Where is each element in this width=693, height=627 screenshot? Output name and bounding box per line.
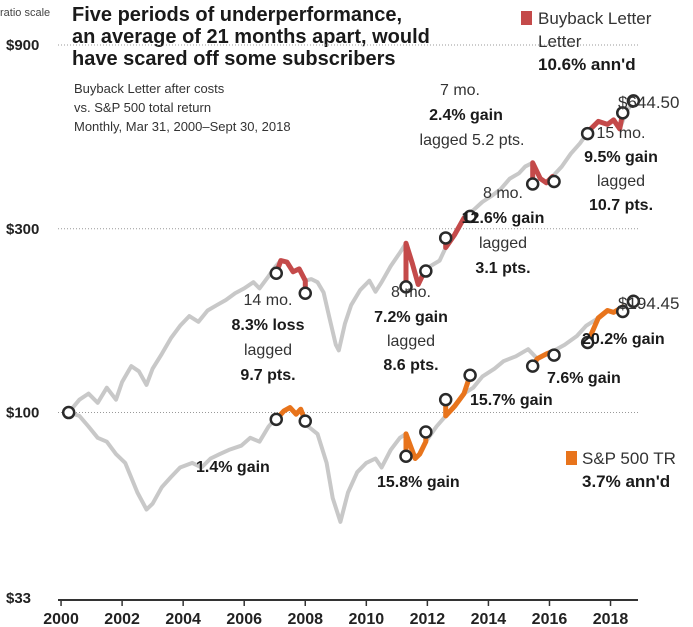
annotation-text: 9.5% gain [584, 149, 658, 166]
period-marker [547, 174, 561, 189]
annotation-period-2: 8 mo. 7.2% gain lagged 8.6 pts. [374, 284, 448, 374]
period-highlight [443, 372, 473, 419]
legend-sp500: S&P 500 TR 3.7% ann'd [566, 449, 676, 491]
title-line: Five periods of underperformance, [72, 4, 402, 26]
period-marker [419, 264, 433, 278]
period-marker [419, 425, 433, 439]
annotation-text: lagged [597, 173, 645, 190]
series-lines [66, 98, 636, 524]
annotation-text: 15.8% gain [377, 474, 460, 491]
y-tick-label: $300 [6, 221, 39, 238]
x-tick-label: 2010 [349, 611, 385, 627]
y-gridlines [58, 44, 638, 414]
annotation-text: 15.7% gain [470, 392, 553, 409]
period-marker [298, 286, 313, 301]
period-marker [626, 94, 641, 108]
annotation-text: 14 mo. [244, 292, 293, 309]
period-marker [626, 294, 641, 309]
x-tick-label: 2018 [593, 611, 629, 627]
subtitle-line: Buyback Letter after costs [74, 81, 225, 96]
annotation-text: 10.7 pts. [589, 197, 653, 214]
period-marker [525, 177, 540, 191]
legend-buyback: Buyback Letter Letter 10.6% ann'd [521, 9, 652, 74]
y-tick-label: $900 [6, 37, 39, 54]
annotation-period-4: 8 mo. 12.6% gain lagged 3.1 pts. [462, 185, 545, 277]
annotation-period-5: 15 mo. 9.5% gain lagged 10.7 pts. [584, 125, 658, 214]
y-tick-label: $100 [6, 405, 39, 422]
subtitle-line: Monthly, Mar 31, 2000–Sept 30, 2018 [74, 119, 291, 134]
legend-stat: 10.6% ann'd [538, 55, 636, 74]
period-markers [61, 94, 641, 464]
x-tick-label: 2008 [287, 611, 323, 627]
period-highlight [273, 258, 308, 296]
y-scale-note: ratio scale [0, 7, 50, 19]
period-marker [269, 266, 284, 280]
period-marker [298, 414, 313, 428]
subtitle-line: vs. S&P 500 total return [74, 100, 211, 115]
annotations: 14 mo. 8.3% loss lagged 9.7 pts. 1.4% ga… [196, 82, 665, 491]
period-marker [269, 412, 284, 427]
annotation-text: lagged [479, 235, 527, 252]
annotation-period-3: 7 mo. 2.4% gain lagged 5.2 pts. [420, 82, 525, 149]
period-marker [399, 280, 413, 294]
chart-title: Five periods of underperformance, an ave… [72, 4, 430, 70]
period-marker [463, 209, 477, 224]
annotation-period-1: 14 mo. 8.3% loss lagged 9.7 pts. [232, 292, 305, 384]
x-axis: 2000 2002 2004 2006 2008 2010 2012 2014 2016 2018 [43, 599, 638, 627]
series-line-sp500 [66, 299, 636, 524]
annotation-text: 8 mo. [483, 185, 523, 202]
y-tick-labels: $33 $100 $300 $900 [6, 37, 39, 607]
annotation-text: 8.6 pts. [383, 357, 438, 374]
annotation-text: lagged 5.2 pts. [420, 132, 525, 149]
x-tick-label: 2016 [532, 611, 568, 627]
legend-swatch [521, 11, 532, 25]
period-highlight [273, 405, 308, 424]
annotation-text: 7 mo. [440, 82, 480, 99]
legend-stat: 3.7% ann'd [582, 472, 670, 491]
chart-subtitle: Buyback Letter after costs vs. S&P 500 t… [74, 81, 291, 134]
end-label-sp500: $194.45 [618, 294, 679, 313]
x-tick-label: 2002 [104, 611, 140, 627]
period-marker [438, 231, 453, 245]
series-line-buyback [66, 98, 636, 415]
x-tick-label: 2000 [43, 611, 79, 627]
period-marker [399, 449, 413, 464]
period-marker [438, 392, 453, 407]
period-marker [525, 359, 540, 373]
period-marker [463, 368, 477, 382]
x-tick-label: 2012 [410, 611, 446, 627]
annotation-text: 8 mo. [391, 284, 431, 301]
period-marker [615, 304, 630, 319]
x-tick-label: 2006 [226, 611, 262, 627]
annotation-text: 2.4% gain [429, 107, 503, 124]
annotation-text: 1.4% gain [196, 459, 270, 476]
period-highlight [403, 429, 429, 461]
annotation-text: 15 mo. [597, 125, 646, 142]
period-marker [580, 335, 595, 350]
x-tick-label: 2004 [165, 611, 201, 627]
legend-name: Buyback Letter [538, 9, 652, 28]
annotation-text: 7.6% gain [547, 370, 621, 387]
legend-name-cont: Letter [538, 32, 582, 51]
annotation-text: 8.3% loss [232, 317, 305, 334]
period-marker [547, 348, 561, 362]
annotation-text: 3.1 pts. [475, 260, 530, 277]
y-tick-label: $33 [6, 590, 31, 607]
end-label-buyback: $644.50 [618, 93, 679, 112]
annotation-text: 20.2% gain [582, 331, 665, 348]
annotation-text: 7.2% gain [374, 309, 448, 326]
period-marker [580, 126, 595, 141]
legend-swatch [566, 451, 577, 465]
period-marker [61, 405, 76, 420]
annotation-text: lagged [387, 333, 435, 350]
legend-name: S&P 500 TR [582, 449, 676, 468]
title-line: have scared off some subscribers [72, 48, 395, 70]
annotation-text: 12.6% gain [462, 210, 545, 227]
x-tick-label: 2014 [471, 611, 507, 627]
period-marker [615, 106, 630, 120]
annotation-text: lagged [244, 342, 292, 359]
annotation-text: 9.7 pts. [240, 367, 295, 384]
title-line: an average of 21 months apart, would [72, 26, 430, 48]
